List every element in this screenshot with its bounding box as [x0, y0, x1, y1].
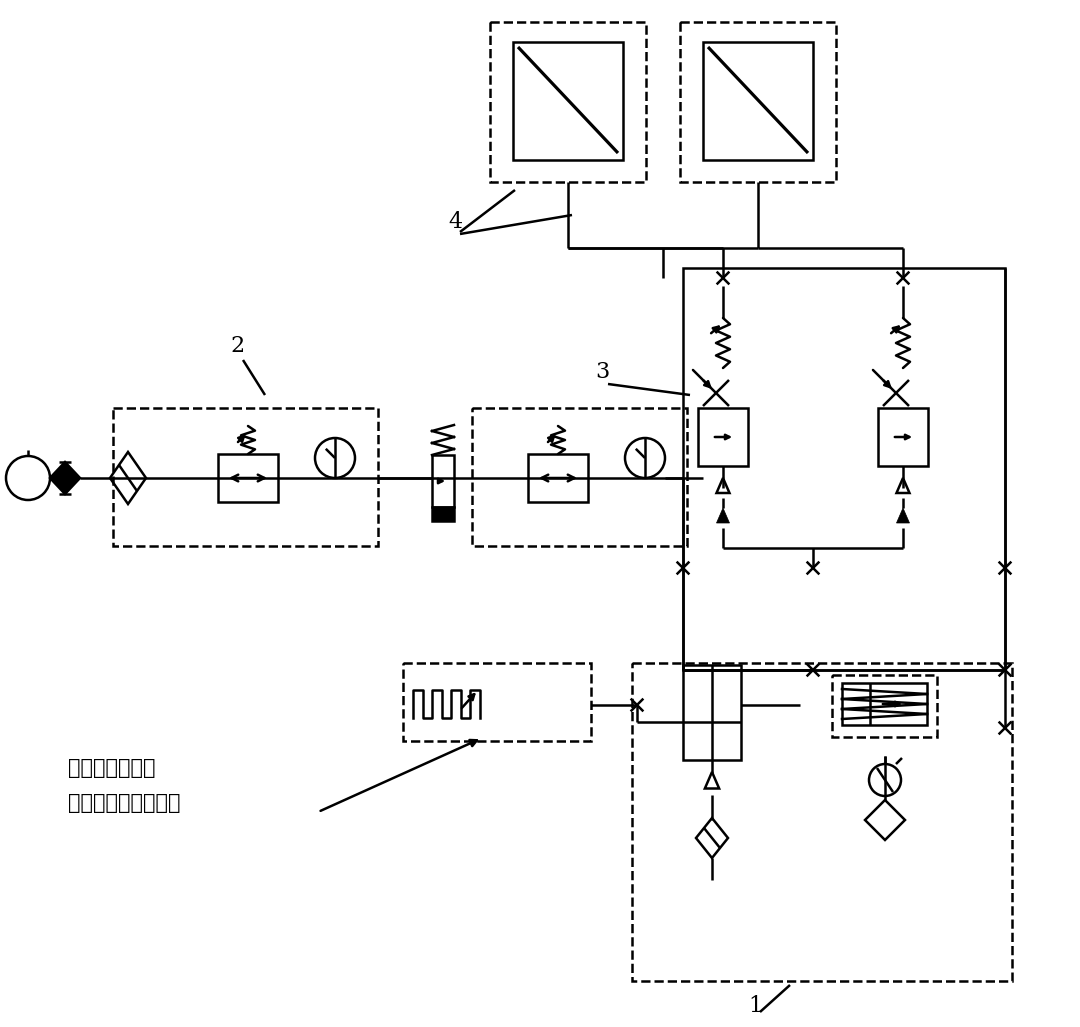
Polygon shape [50, 462, 80, 494]
Polygon shape [705, 772, 719, 789]
Bar [878, 408, 928, 466]
Bar [842, 683, 927, 725]
Bar [683, 268, 1005, 670]
Text: 3: 3 [595, 362, 609, 383]
Text: 2: 2 [230, 335, 244, 357]
Bar [632, 663, 1012, 981]
Text: 4: 4 [448, 211, 462, 233]
Text: 1: 1 [748, 995, 762, 1017]
Bar [698, 408, 748, 466]
Bar [218, 454, 278, 502]
Bar [472, 408, 687, 546]
Polygon shape [896, 508, 909, 523]
Bar [113, 408, 378, 546]
Polygon shape [896, 478, 909, 493]
Polygon shape [716, 508, 729, 523]
Bar [703, 42, 813, 160]
Text: 气动频率发生器: 气动频率发生器 [68, 758, 156, 778]
Text: 控制气动泵供油频率: 控制气动泵供油频率 [68, 793, 180, 813]
Bar [513, 42, 623, 160]
Bar [680, 22, 836, 182]
Bar [432, 507, 454, 521]
Bar [403, 663, 591, 741]
Bar [683, 665, 741, 760]
Bar [432, 455, 454, 507]
Bar [490, 22, 646, 182]
Bar [528, 454, 588, 502]
Polygon shape [716, 478, 729, 493]
Bar [832, 675, 937, 737]
